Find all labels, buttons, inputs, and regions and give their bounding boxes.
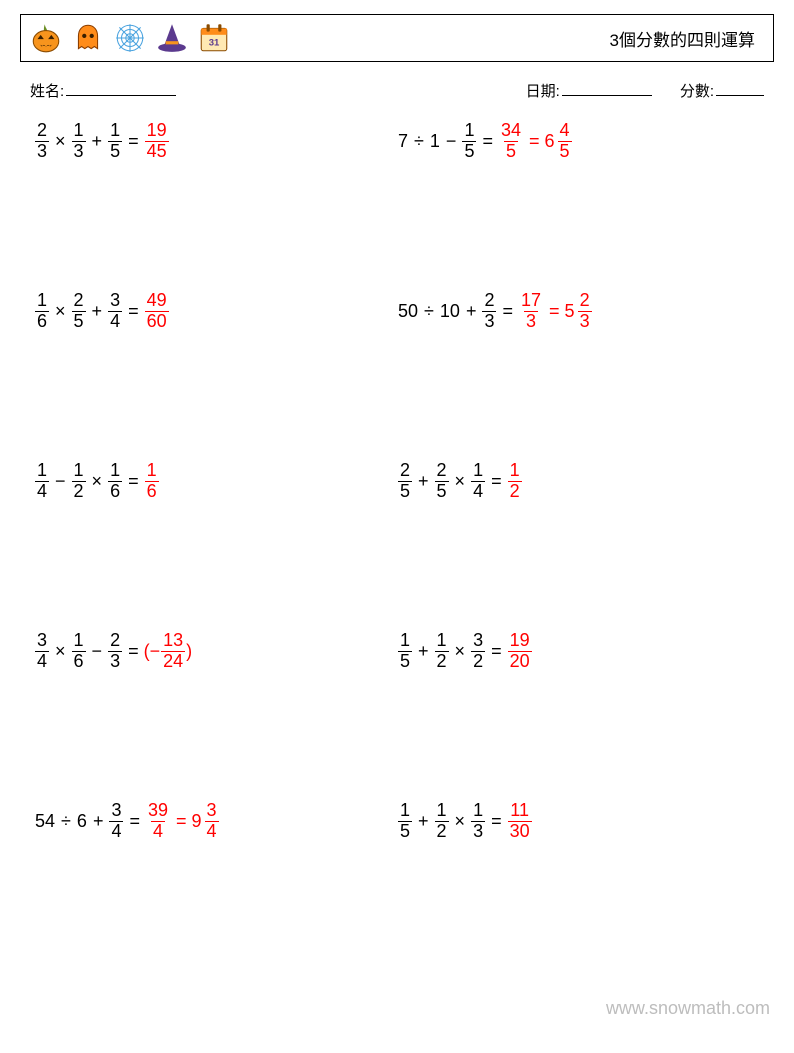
answer: 1920 — [507, 631, 533, 672]
problem-cell: 54÷6+34=394=934 — [30, 801, 397, 842]
worksheet-title: 3個分數的四則運算 — [610, 26, 755, 51]
header-box: 31 3個分數的四則運算 — [20, 14, 774, 62]
answer: 4960 — [144, 291, 170, 332]
problem-cell: 50÷10+23=173=523 — [397, 291, 764, 332]
score-label: 分數: — [680, 83, 714, 100]
answer: 394=934 — [145, 801, 220, 842]
problem-cell: 14−12×16=16 — [30, 461, 397, 502]
expression: 7÷1−15=345=645 — [397, 121, 573, 162]
problems-grid: 23×13+15=1945 7÷1−15=345=645 16×25+34=4960… — [20, 121, 774, 971]
problem-row: 16×25+34=4960 50÷10+23=173=523 — [30, 291, 764, 461]
problem-cell: 16×25+34=4960 — [30, 291, 397, 332]
problem-cell: 15+12×32=1920 — [397, 631, 764, 672]
problem-cell: 34×16−23=(−1324) — [30, 631, 397, 672]
ghost-icon — [71, 21, 105, 55]
answer: 16 — [144, 461, 160, 502]
name-blank[interactable] — [66, 95, 176, 96]
footer-watermark: www.snowmath.com — [606, 998, 770, 1019]
expression: 34×16−23=(−1324) — [34, 631, 192, 672]
meta-row: 姓名: 日期: 分數: — [30, 80, 764, 101]
expression: 16×25+34=4960 — [34, 291, 170, 332]
answer: (−1324) — [144, 631, 193, 672]
score-field: 分數: — [680, 80, 764, 101]
score-blank[interactable] — [716, 95, 764, 96]
problem-cell: 25+25×14=12 — [397, 461, 764, 502]
expression: 23×13+15=1945 — [34, 121, 170, 162]
expression: 25+25×14=12 — [397, 461, 523, 502]
worksheet-page: 31 3個分數的四則運算 姓名: 日期: 分數: 23×13+15=1945 7÷… — [0, 0, 794, 1053]
answer: 345=645 — [498, 121, 573, 162]
problem-row: 34×16−23=(−1324) 15+12×32=1920 — [30, 631, 764, 801]
spiderweb-icon — [113, 21, 147, 55]
header-icons: 31 — [29, 21, 231, 55]
problem-cell: 15+12×13=1130 — [397, 801, 764, 842]
expression: 54÷6+34=394=934 — [34, 801, 220, 842]
problem-cell: 23×13+15=1945 — [30, 121, 397, 162]
name-field: 姓名: — [30, 80, 176, 101]
expression: 50÷10+23=173=523 — [397, 291, 593, 332]
date-field: 日期: — [526, 80, 652, 101]
problem-row: 54÷6+34=394=934 15+12×13=1130 — [30, 801, 764, 971]
pumpkin-icon — [29, 21, 63, 55]
calendar-icon: 31 — [197, 21, 231, 55]
problem-cell: 7÷1−15=345=645 — [397, 121, 764, 162]
answer: 1945 — [144, 121, 170, 162]
expression: 15+12×32=1920 — [397, 631, 533, 672]
problem-row: 14−12×16=16 25+25×14=12 — [30, 461, 764, 631]
witch-hat-icon — [155, 21, 189, 55]
expression: 15+12×13=1130 — [397, 801, 533, 842]
date-blank[interactable] — [562, 95, 652, 96]
svg-text:31: 31 — [209, 37, 220, 48]
answer: 12 — [507, 461, 523, 502]
date-label: 日期: — [526, 83, 560, 100]
answer: 1130 — [507, 801, 533, 842]
expression: 14−12×16=16 — [34, 461, 160, 502]
name-label: 姓名: — [30, 83, 64, 100]
answer: 173=523 — [518, 291, 593, 332]
problem-row: 23×13+15=1945 7÷1−15=345=645 — [30, 121, 764, 291]
